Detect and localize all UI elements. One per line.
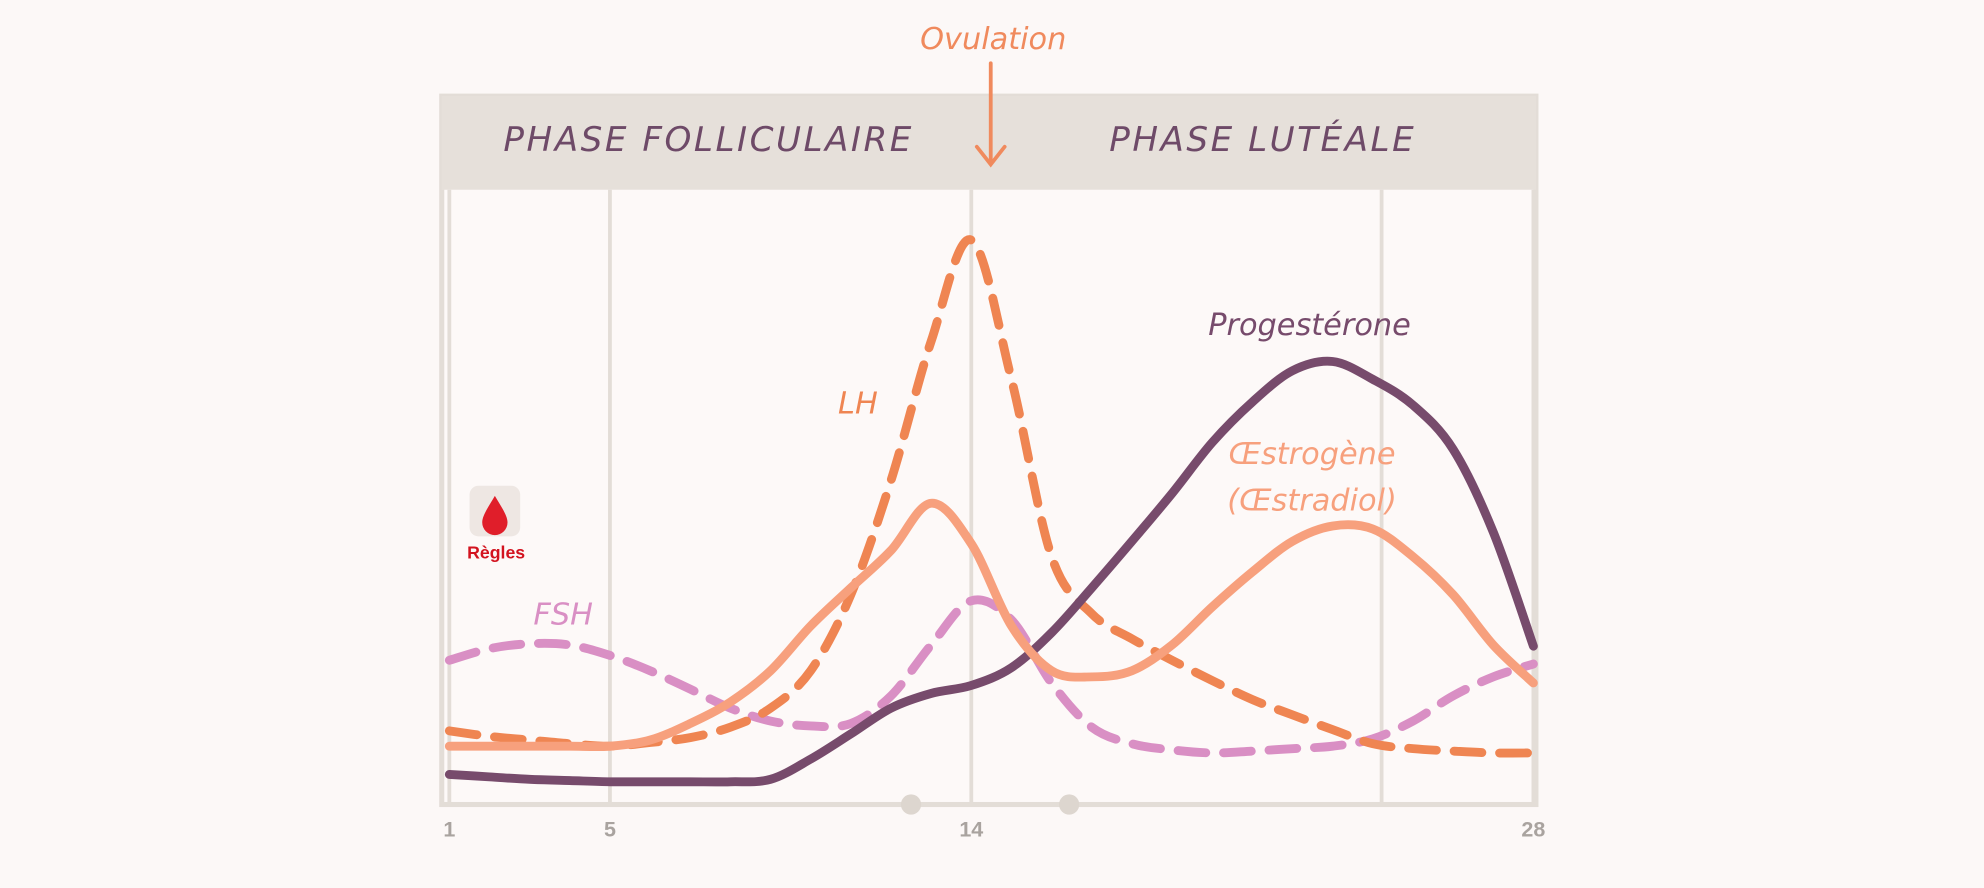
- series-label: FSH: [533, 598, 593, 633]
- series-line: [444, 595, 1538, 758]
- ovulation-label: Ovulation: [920, 22, 1066, 57]
- series-label: LH: [838, 386, 878, 421]
- x-tick-label: 5: [604, 818, 616, 842]
- axis-dot: [900, 794, 922, 815]
- series-note: (Œstradiol): [1227, 484, 1397, 519]
- series-line: [444, 356, 1538, 787]
- x-tick-label: 1: [443, 818, 455, 842]
- series-line: [444, 498, 1538, 752]
- phase-label: PHASE LUTÉALE: [1109, 119, 1416, 160]
- ovulation-arrow: [974, 61, 1007, 168]
- x-tick-label: 28: [1521, 818, 1545, 842]
- x-tick-label: 14: [959, 818, 983, 842]
- period-label: Règles: [467, 543, 525, 563]
- period-icon: Règles: [467, 485, 525, 563]
- series-label: Progestérone: [1208, 308, 1411, 343]
- axis-dot: [1059, 794, 1080, 815]
- phase-label: PHASE FOLLICULAIRE: [503, 120, 913, 160]
- series-label: Œstrogène: [1229, 437, 1396, 472]
- plot-frame: [439, 93, 1539, 808]
